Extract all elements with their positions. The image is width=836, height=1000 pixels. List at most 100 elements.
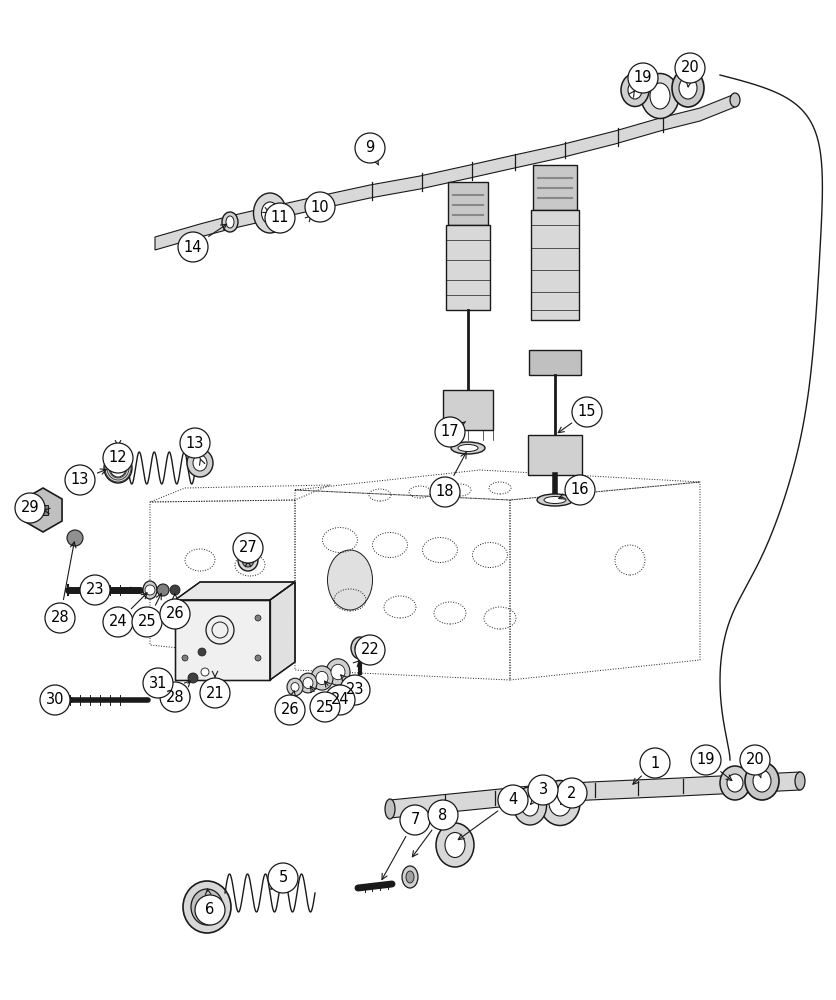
Text: 13: 13 — [71, 473, 89, 488]
Ellipse shape — [110, 459, 126, 477]
Ellipse shape — [522, 796, 538, 816]
Circle shape — [180, 692, 190, 702]
Circle shape — [160, 682, 190, 712]
Text: 31: 31 — [149, 676, 167, 690]
Ellipse shape — [226, 216, 234, 228]
Circle shape — [160, 599, 190, 629]
Circle shape — [143, 668, 173, 698]
Text: 27: 27 — [238, 540, 257, 556]
Circle shape — [145, 585, 155, 595]
Text: 26: 26 — [281, 702, 299, 718]
Text: 19: 19 — [634, 70, 652, 86]
Text: 24: 24 — [331, 692, 349, 708]
Text: 1: 1 — [650, 756, 660, 770]
Ellipse shape — [245, 556, 251, 564]
Circle shape — [268, 863, 298, 893]
Text: 19: 19 — [696, 752, 716, 768]
Text: 8: 8 — [438, 808, 447, 822]
Text: 10: 10 — [311, 200, 329, 215]
Circle shape — [29, 508, 33, 512]
Ellipse shape — [291, 683, 299, 691]
Text: 28: 28 — [166, 690, 184, 704]
Polygon shape — [390, 772, 800, 818]
Circle shape — [233, 533, 263, 563]
Ellipse shape — [679, 77, 697, 99]
Polygon shape — [446, 225, 490, 310]
Text: 20: 20 — [746, 752, 764, 768]
Circle shape — [498, 785, 528, 815]
Text: 23: 23 — [86, 582, 104, 597]
Circle shape — [67, 530, 83, 546]
Text: 12: 12 — [109, 450, 127, 466]
Text: 4: 4 — [508, 792, 517, 808]
Circle shape — [340, 675, 370, 705]
Text: 9: 9 — [365, 140, 375, 155]
Ellipse shape — [544, 496, 566, 504]
Text: 30: 30 — [46, 692, 64, 708]
Polygon shape — [531, 210, 579, 320]
Ellipse shape — [795, 772, 805, 790]
Ellipse shape — [104, 453, 132, 483]
Polygon shape — [155, 94, 735, 250]
Circle shape — [310, 692, 340, 722]
Text: 26: 26 — [166, 606, 184, 621]
Circle shape — [182, 655, 188, 661]
Text: 14: 14 — [184, 239, 202, 254]
Circle shape — [180, 428, 210, 458]
Ellipse shape — [628, 81, 642, 99]
Circle shape — [15, 493, 45, 523]
Circle shape — [201, 668, 209, 676]
Text: 16: 16 — [571, 483, 589, 497]
Circle shape — [740, 745, 770, 775]
Ellipse shape — [730, 93, 740, 107]
Circle shape — [565, 475, 595, 505]
Text: 22: 22 — [360, 643, 380, 658]
Circle shape — [557, 778, 587, 808]
Circle shape — [430, 477, 460, 507]
Circle shape — [157, 584, 169, 596]
Circle shape — [178, 232, 208, 262]
Text: 20: 20 — [681, 60, 700, 76]
Polygon shape — [529, 350, 581, 375]
Text: 11: 11 — [271, 211, 289, 226]
Text: 21: 21 — [206, 686, 224, 700]
Ellipse shape — [183, 881, 231, 933]
Ellipse shape — [513, 787, 547, 825]
Text: 5: 5 — [278, 870, 288, 886]
Text: 29: 29 — [21, 500, 39, 516]
Ellipse shape — [287, 678, 303, 696]
Circle shape — [255, 655, 261, 661]
Ellipse shape — [621, 74, 649, 106]
Ellipse shape — [672, 69, 704, 107]
Circle shape — [691, 745, 721, 775]
Text: 24: 24 — [109, 614, 127, 630]
Ellipse shape — [445, 832, 465, 857]
Circle shape — [275, 695, 305, 725]
Circle shape — [45, 603, 75, 633]
Ellipse shape — [328, 550, 373, 610]
Ellipse shape — [451, 442, 485, 454]
Circle shape — [188, 673, 198, 683]
Circle shape — [65, 465, 95, 495]
Circle shape — [355, 635, 385, 665]
Ellipse shape — [402, 866, 418, 888]
Circle shape — [198, 648, 206, 656]
Text: 6: 6 — [206, 902, 215, 918]
Circle shape — [40, 685, 70, 715]
Ellipse shape — [299, 673, 317, 693]
Circle shape — [182, 615, 188, 621]
Ellipse shape — [641, 74, 679, 118]
Polygon shape — [38, 505, 48, 515]
Ellipse shape — [458, 444, 478, 452]
Polygon shape — [175, 600, 270, 680]
Circle shape — [132, 607, 162, 637]
Ellipse shape — [406, 871, 414, 883]
Text: 18: 18 — [436, 485, 454, 499]
Text: 15: 15 — [578, 404, 596, 420]
Text: 7: 7 — [410, 812, 420, 828]
Ellipse shape — [540, 780, 580, 826]
Circle shape — [195, 895, 225, 925]
Ellipse shape — [198, 896, 216, 918]
Polygon shape — [443, 390, 493, 430]
Circle shape — [265, 203, 295, 233]
